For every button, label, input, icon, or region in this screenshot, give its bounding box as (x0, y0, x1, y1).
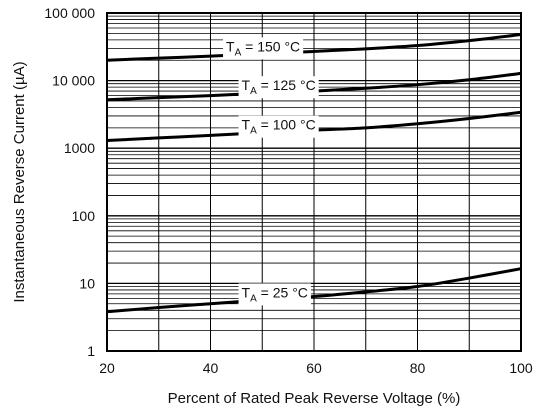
series-line (106, 267, 522, 314)
series-label-value: = 25 °C (257, 284, 308, 300)
series-label: TA = 25 °C (238, 283, 311, 306)
series-label-subscript: A (250, 293, 257, 304)
y-axis-title: Instantaneous Reverse Current (µA) (11, 61, 28, 302)
y-tick-label: 100 (72, 208, 96, 224)
series-label-value: = 150 °C (241, 38, 300, 54)
series-label-subscript: A (250, 126, 257, 137)
x-tick-label: 80 (410, 360, 426, 376)
grid-lines (107, 13, 521, 351)
series-label-symbol: T (242, 77, 251, 93)
x-tick-label: 20 (99, 360, 115, 376)
series-label-symbol: T (226, 38, 235, 54)
x-tick-label: 60 (306, 360, 322, 376)
series-label-symbol: T (242, 117, 251, 133)
series-label: TA = 125 °C (238, 76, 319, 99)
series-line (106, 33, 522, 62)
series-label-subscript: A (235, 47, 242, 58)
series-label-text: TA = 150 °C (226, 38, 300, 58)
x-tick-label: 100 (509, 360, 533, 376)
series-label-subscript: A (250, 86, 257, 97)
series-label-text: TA = 100 °C (242, 117, 316, 137)
series-label-background (238, 115, 319, 138)
y-tick-label: 1000 (64, 140, 95, 156)
series-label-value: = 100 °C (257, 117, 316, 133)
y-tick-label: 10 (79, 275, 95, 291)
x-tick-labels: 20 40 60 80 100 (99, 360, 533, 376)
series-label-symbol: T (242, 284, 251, 300)
series-label-text: TA = 125 °C (242, 77, 316, 97)
series-labels: TA = 150 °CTA = 125 °CTA = 100 °CTA = 25… (223, 37, 319, 306)
series-label-text: TA = 25 °C (242, 284, 308, 304)
x-tick-label: 40 (203, 360, 219, 376)
y-tick-labels: 1 10 100 1000 10 000 100 000 (44, 5, 95, 359)
plot-frame (106, 12, 522, 352)
y-tick-label: 1 (87, 343, 95, 359)
x-axis-title: Percent of Rated Peak Reverse Voltage (%… (168, 390, 461, 407)
series-label: TA = 100 °C (238, 115, 319, 138)
series-label: TA = 150 °C (223, 37, 304, 60)
series-label-background (238, 76, 319, 99)
series-label-background (223, 37, 304, 60)
y-tick-label: 10 000 (52, 73, 95, 89)
series-label-background (238, 283, 311, 306)
series-label-value: = 125 °C (257, 77, 316, 93)
y-tick-label: 100 000 (44, 5, 95, 21)
